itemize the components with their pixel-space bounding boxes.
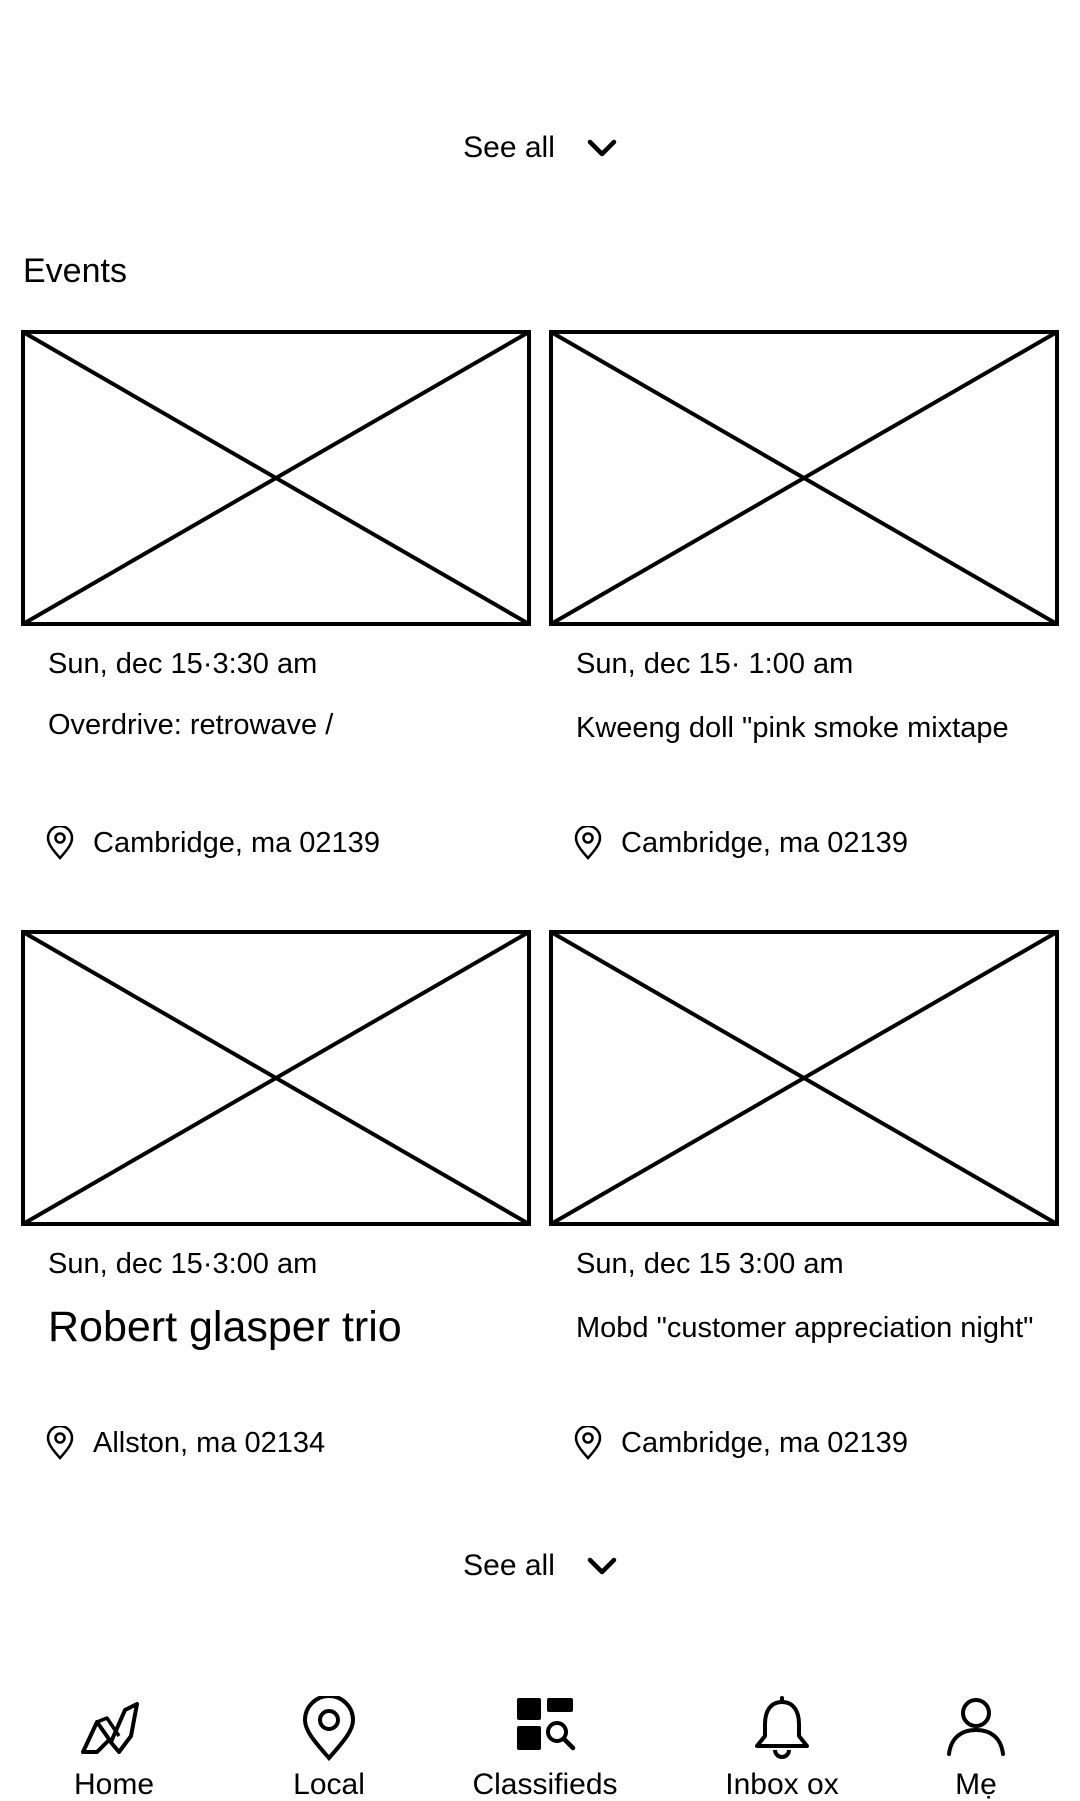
- tab-inbox[interactable]: Inbox ox: [682, 1690, 882, 1800]
- tab-home[interactable]: Home: [14, 1690, 214, 1800]
- event-location-text: Allston, ma 02134: [93, 1426, 326, 1459]
- event-title: Overdrive: retrowave /: [48, 709, 334, 741]
- bottom-tab-bar: Home Local Classifieds Inbox ox: [0, 1690, 1080, 1800]
- see-all-button-top[interactable]: See all: [0, 118, 1080, 178]
- events-section-title: Events: [23, 252, 127, 290]
- tab-me[interactable]: Mẹ: [876, 1690, 1076, 1800]
- event-date: Sun, dec 15· 1:00 am: [576, 648, 854, 680]
- home-logo-icon: [81, 1702, 139, 1754]
- event-title: Robert glasper trio: [48, 1303, 402, 1351]
- location-pin-icon: [574, 1426, 602, 1460]
- event-location: Cambridge, ma 02139: [573, 826, 908, 860]
- tab-local[interactable]: Local: [229, 1690, 429, 1800]
- event-location: Allston, ma 02134: [45, 1426, 325, 1460]
- image-placeholder-icon: [549, 330, 1059, 626]
- tab-label: Inbox ox: [725, 1768, 839, 1801]
- location-pin-icon: [574, 826, 602, 860]
- event-card[interactable]: Sun, dec 15· 1:00 am Kweeng doll "pink s…: [549, 330, 1059, 890]
- event-date: Sun, dec 15·3:00 am: [48, 1248, 318, 1280]
- event-location-text: Cambridge, ma 02139: [621, 826, 908, 859]
- event-location: Cambridge, ma 02139: [573, 1426, 908, 1460]
- tab-label: Classifieds: [472, 1768, 618, 1801]
- event-card[interactable]: Sun, dec 15·3:00 am Robert glasper trio …: [21, 930, 531, 1490]
- event-date: Sun, dec 15·3:30 am: [48, 648, 318, 680]
- tab-classifieds[interactable]: Classifieds: [445, 1690, 645, 1800]
- location-pin-icon: [46, 826, 74, 860]
- location-pin-icon: [46, 1426, 74, 1460]
- event-location-text: Cambridge, ma 02139: [621, 1426, 908, 1459]
- bell-icon: [755, 1696, 809, 1759]
- location-pin-icon: [302, 1696, 356, 1762]
- see-all-button-events[interactable]: See all: [0, 1536, 1080, 1596]
- event-card[interactable]: Sun, dec 15·3:30 am Overdrive: retrowave…: [21, 330, 531, 890]
- chevron-down-icon: [587, 139, 617, 157]
- tab-label: Home: [73, 1768, 155, 1801]
- event-title: Kweeng doll "pink smoke mixtape: [576, 712, 1009, 744]
- see-all-label: See all: [463, 1549, 555, 1582]
- event-card[interactable]: Sun, dec 15 3:00 am Mobd "customer appre…: [549, 930, 1059, 1490]
- event-location: Cambridge, ma 02139: [45, 826, 380, 860]
- event-title: Mobd "customer appreciation night": [576, 1312, 1034, 1344]
- tab-label: Mẹ: [955, 1768, 997, 1801]
- see-all-label: See all: [463, 131, 555, 164]
- event-location-text: Cambridge, ma 02139: [93, 826, 380, 859]
- event-date: Sun, dec 15 3:00 am: [576, 1248, 844, 1280]
- classifieds-grid-search-icon: [517, 1698, 576, 1751]
- image-placeholder-icon: [21, 330, 531, 626]
- chevron-down-icon: [587, 1557, 617, 1575]
- image-placeholder-icon: [21, 930, 531, 1226]
- person-icon: [947, 1698, 1005, 1756]
- image-placeholder-icon: [549, 930, 1059, 1226]
- tab-label: Local: [293, 1768, 365, 1801]
